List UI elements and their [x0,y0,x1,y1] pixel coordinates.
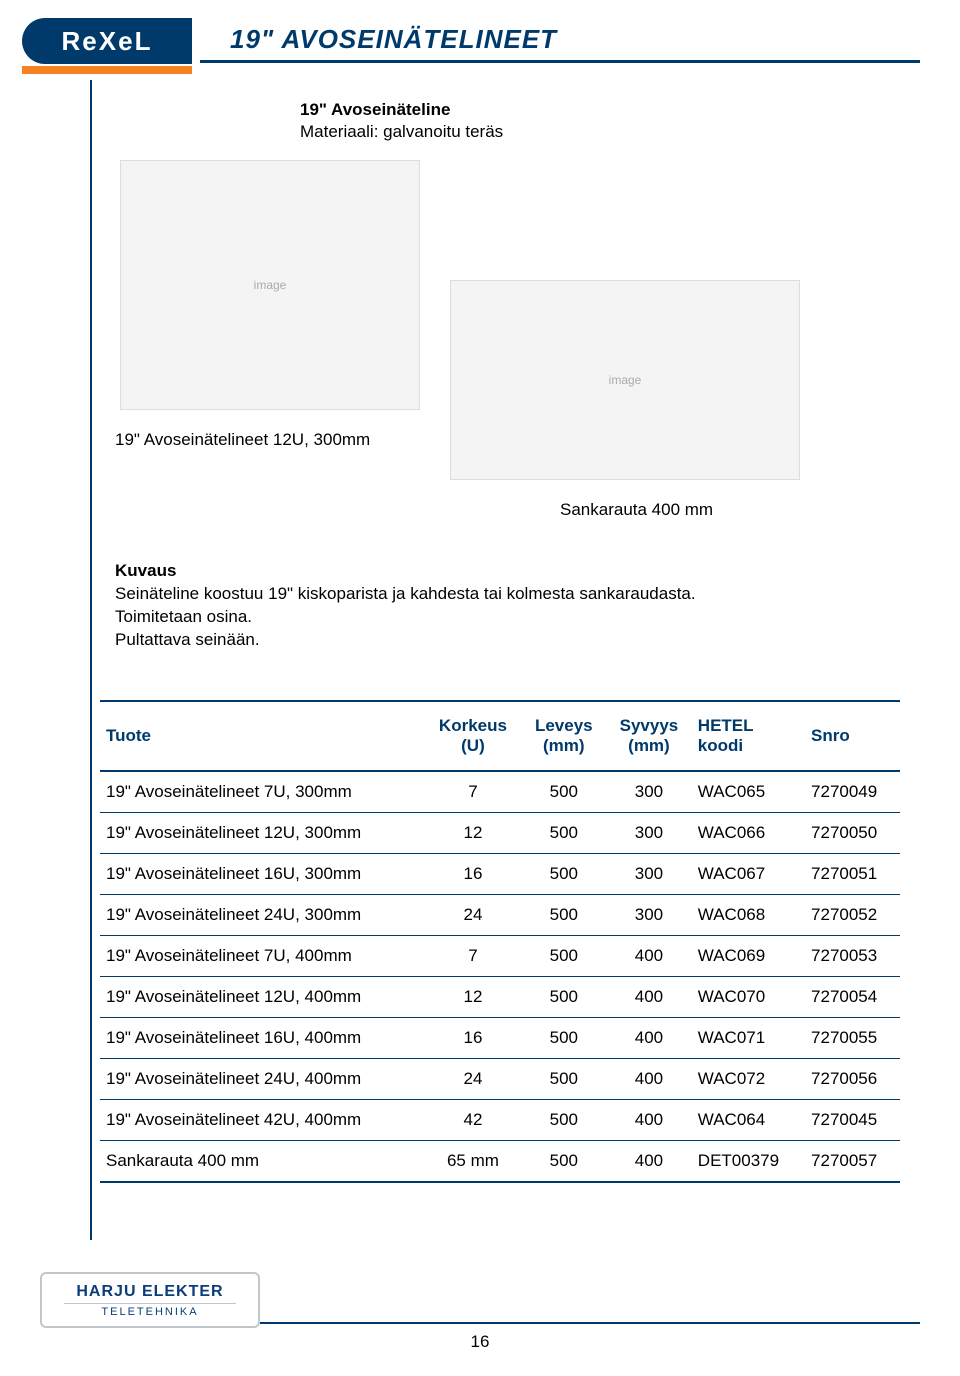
table-cell: 400 [606,1100,692,1141]
table-cell: 500 [522,977,607,1018]
table-cell: 7270050 [805,813,900,854]
table-header-cell: Syvyys(mm) [606,701,692,771]
table-cell: 19" Avoseinätelineet 16U, 300mm [100,854,424,895]
product-image-left: image [120,160,420,410]
description-line: Seinäteline koostuu 19" kiskoparista ja … [115,583,900,606]
table-row: 19" Avoseinätelineet 24U, 300mm24500300W… [100,895,900,936]
table-cell: WAC068 [692,895,805,936]
table-cell: 12 [424,977,521,1018]
table-cell: DET00379 [692,1141,805,1183]
table-cell: 7270045 [805,1100,900,1141]
page-title: 19" AVOSEINÄTELINEET [230,24,900,55]
table-row: 19" Avoseinätelineet 16U, 300mm16500300W… [100,854,900,895]
brand-accent-bar [22,66,192,74]
table-cell: 7270056 [805,1059,900,1100]
table-cell: 42 [424,1100,521,1141]
table-cell: WAC070 [692,977,805,1018]
table-cell: WAC064 [692,1100,805,1141]
table-cell: 300 [606,895,692,936]
table-cell: 300 [606,854,692,895]
table-cell: 500 [522,1100,607,1141]
page-number: 16 [0,1332,960,1352]
table-cell: 400 [606,1141,692,1183]
table-header-cell: HETELkoodi [692,701,805,771]
table-header-cell: Korkeus(U) [424,701,521,771]
caption-right: Sankarauta 400 mm [560,500,713,520]
table-cell: 7270049 [805,771,900,813]
table-row: Sankarauta 400 mm65 mm500400DET003797270… [100,1141,900,1183]
footer-brand-2: TELETEHNIKA [64,1303,237,1318]
table-cell: 7 [424,771,521,813]
table-cell: 19" Avoseinätelineet 7U, 400mm [100,936,424,977]
table-row: 19" Avoseinätelineet 7U, 400mm7500400WAC… [100,936,900,977]
table-cell: WAC066 [692,813,805,854]
table-cell: 19" Avoseinätelineet 12U, 300mm [100,813,424,854]
table-cell: 500 [522,936,607,977]
table-row: 19" Avoseinätelineet 42U, 400mm42500400W… [100,1100,900,1141]
brand-logo-text: ReXeL [62,26,153,57]
product-heading: 19" Avoseinäteline [300,100,450,120]
footer-brand-1: HARJU ELEKTER [76,1283,223,1301]
brand-logo: ReXeL [22,18,192,64]
table-header-cell: Snro [805,701,900,771]
table-cell: 16 [424,854,521,895]
table-cell: 300 [606,813,692,854]
table-cell: WAC069 [692,936,805,977]
table-cell: 500 [522,813,607,854]
table-cell: 19" Avoseinätelineet 24U, 400mm [100,1059,424,1100]
table-cell: 7270051 [805,854,900,895]
description-line: Pultattava seinään. [115,629,900,652]
table-cell: 500 [522,1059,607,1100]
footer-rule [260,1322,920,1324]
table-row: 19" Avoseinätelineet 24U, 400mm24500400W… [100,1059,900,1100]
table-cell: WAC072 [692,1059,805,1100]
table-cell: 12 [424,813,521,854]
table-cell: 7270053 [805,936,900,977]
table-cell: 500 [522,895,607,936]
product-material: Materiaali: galvanoitu teräs [300,122,503,142]
table-cell: 7 [424,936,521,977]
table-cell: 24 [424,1059,521,1100]
table-cell: 7270055 [805,1018,900,1059]
table-cell: 400 [606,936,692,977]
table-row: 19" Avoseinätelineet 16U, 400mm16500400W… [100,1018,900,1059]
table-cell: 300 [606,771,692,813]
table-row: 19" Avoseinätelineet 7U, 300mm7500300WAC… [100,771,900,813]
title-underline [200,60,920,63]
product-image-right: image [450,280,800,480]
description-heading: Kuvaus [115,560,900,583]
table-header-cell: Leveys(mm) [522,701,607,771]
table-cell: 400 [606,1059,692,1100]
table-cell: 65 mm [424,1141,521,1183]
left-vertical-rule [90,80,92,1240]
table-cell: 19" Avoseinätelineet 24U, 300mm [100,895,424,936]
product-table: TuoteKorkeus(U)Leveys(mm)Syvyys(mm)HETEL… [100,700,900,1183]
table-cell: 19" Avoseinätelineet 42U, 400mm [100,1100,424,1141]
table-cell: 19" Avoseinätelineet 12U, 400mm [100,977,424,1018]
table-cell: 7270052 [805,895,900,936]
table-cell: WAC067 [692,854,805,895]
table-row: 19" Avoseinätelineet 12U, 300mm12500300W… [100,813,900,854]
footer-logo: HARJU ELEKTER TELETEHNIKA [40,1272,260,1328]
table-header-cell: Tuote [100,701,424,771]
table-cell: 19" Avoseinätelineet 7U, 300mm [100,771,424,813]
caption-left: 19" Avoseinätelineet 12U, 300mm [115,430,370,450]
table-row: 19" Avoseinätelineet 12U, 400mm12500400W… [100,977,900,1018]
table-cell: 7270054 [805,977,900,1018]
table-cell: 500 [522,854,607,895]
table-cell: WAC071 [692,1018,805,1059]
table-cell: 19" Avoseinätelineet 16U, 400mm [100,1018,424,1059]
table-cell: 400 [606,1018,692,1059]
table-cell: Sankarauta 400 mm [100,1141,424,1183]
description-line: Toimitetaan osina. [115,606,900,629]
table-cell: 24 [424,895,521,936]
table-cell: 500 [522,771,607,813]
table-cell: 7270057 [805,1141,900,1183]
table-cell: 400 [606,977,692,1018]
description-block: Kuvaus Seinäteline koostuu 19" kiskopari… [115,560,900,652]
table-cell: WAC065 [692,771,805,813]
table-cell: 16 [424,1018,521,1059]
table-cell: 500 [522,1141,607,1183]
table-cell: 500 [522,1018,607,1059]
